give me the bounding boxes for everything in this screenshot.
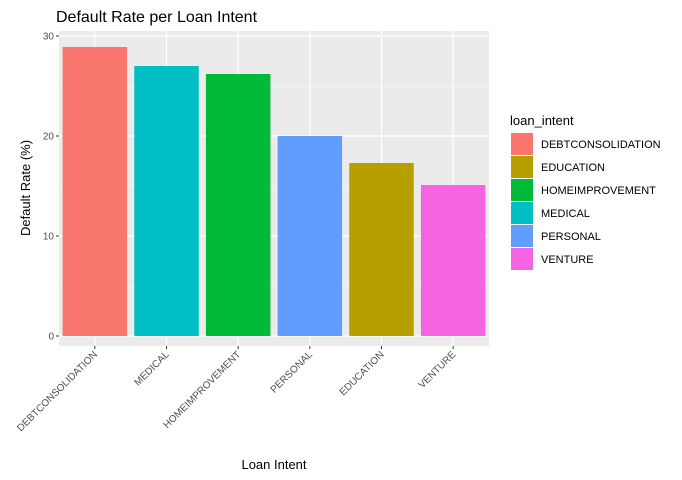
legend-swatch-medical [511,202,533,224]
legend-title: loan_intent [510,113,574,128]
y-axis: 0 10 20 30 [43,32,59,343]
legend-swatch-venture [511,248,533,270]
x-tick-label: DEBTCONSOLIDATION [15,349,100,434]
bar-debtconsolidation [62,47,128,336]
y-tick-label: 10 [43,232,55,243]
minor-gridlines [59,85,489,287]
x-tick-label: EDUCATION [338,349,387,398]
bar-medical [134,66,199,336]
legend: loan_intent DEBTCONSOLIDATION EDUCATION HO… [510,113,661,270]
y-tick-label: 0 [48,332,54,343]
legend-swatch-personal [511,225,533,247]
legend-label-homeimprovement: HOMEIMPROVEMENT [541,185,656,197]
bar-education [349,163,414,336]
legend-swatch-debtconsolidation [511,133,533,155]
y-tick-label: 20 [43,132,55,143]
legend-items: DEBTCONSOLIDATION EDUCATION HOMEIMPROVEMEN… [511,133,661,270]
bar-homeimprovement [205,74,271,336]
y-tick-label: 30 [43,32,55,43]
legend-label-personal: PERSONAL [541,231,601,243]
legend-label-education: EDUCATION [541,162,605,174]
bar-venture [420,185,486,336]
x-tick-label: HOMEIMPROVEMENT [162,349,244,431]
bar-personal [277,136,343,336]
x-tick-label: VENTURE [417,349,459,391]
legend-label-medical: MEDICAL [541,208,590,220]
bars [62,47,486,336]
legend-label-venture: VENTURE [541,254,594,266]
legend-label-debtconsolidation: DEBTCONSOLIDATION [541,139,661,151]
y-axis-title: Default Rate (%) [18,140,33,236]
plot-panel [59,31,489,346]
chart-title: Default Rate per Loan Intent [56,9,258,26]
legend-swatch-education [511,156,533,178]
x-tick-label: PERSONAL [269,349,316,396]
legend-swatch-homeimprovement [511,179,533,201]
x-tick-label: MEDICAL [132,349,172,389]
x-axis-title: Loan Intent [241,457,306,472]
